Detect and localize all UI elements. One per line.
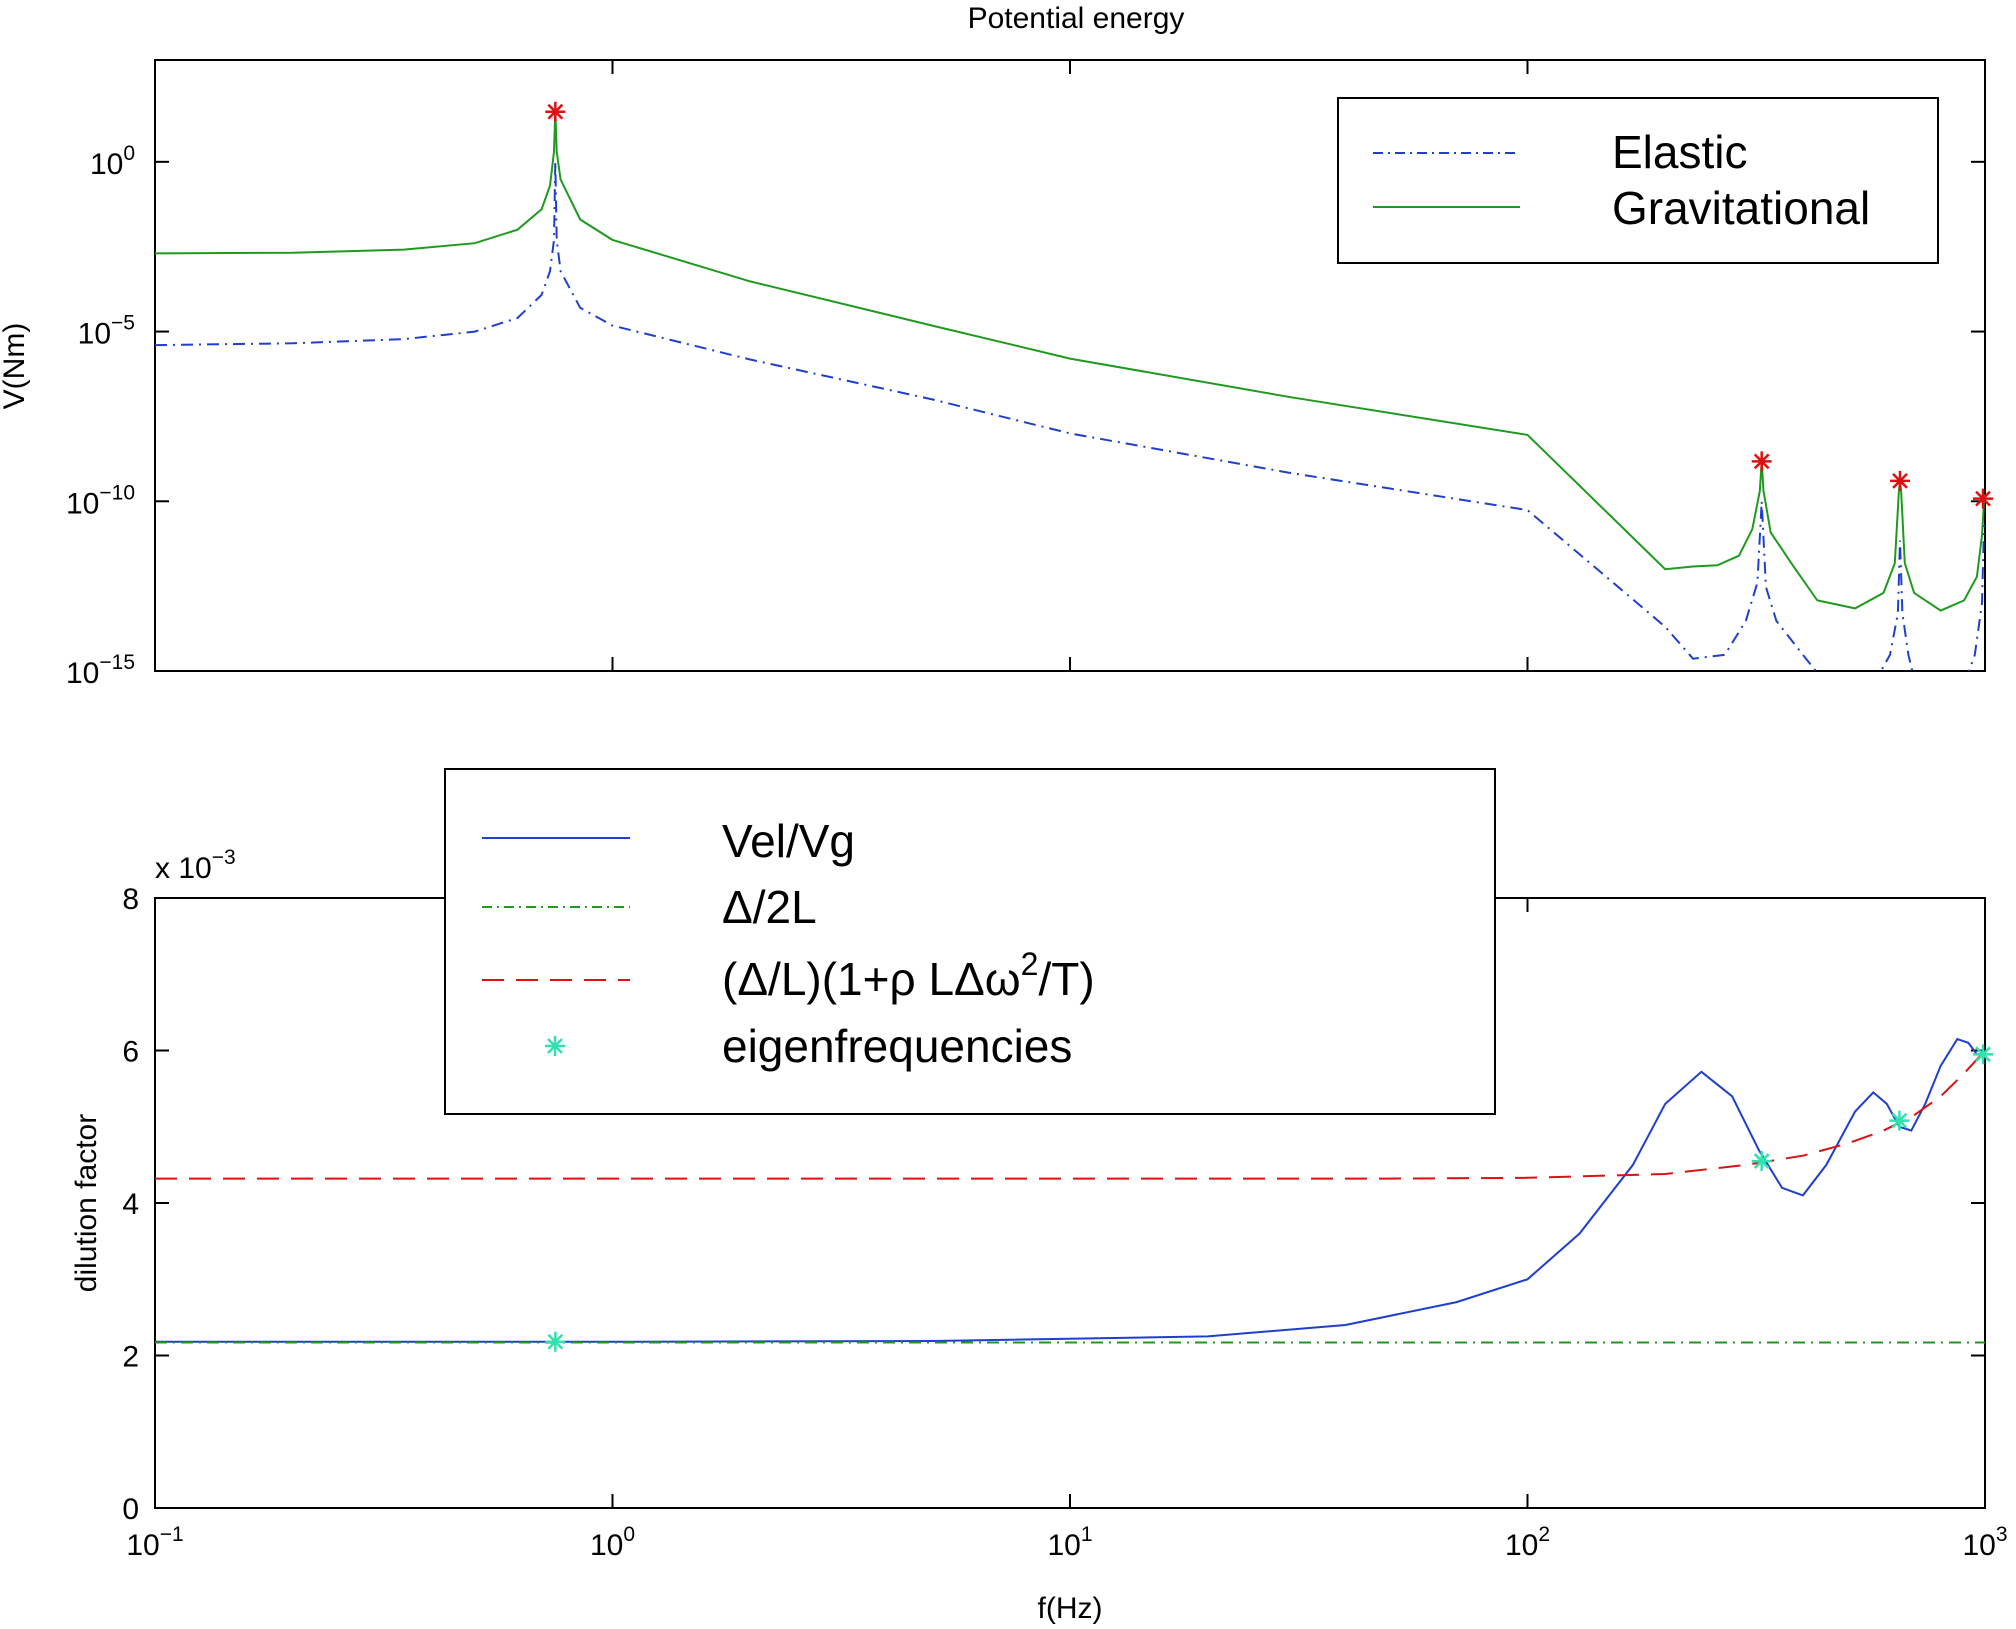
top-series-elastic [155, 161, 1985, 671]
top-peak-marker-1 [1751, 451, 1772, 472]
bottom-series-theory [155, 1049, 1986, 1180]
bottom-x-tick-label-0: 10−1 [126, 1523, 183, 1562]
top-y-tick-label-1: 10−5 [78, 312, 135, 351]
top-y-tick-label-0: 100 [90, 142, 135, 181]
bottom-x-tick-label-3: 102 [1505, 1523, 1550, 1562]
potential-energy-panel: Potential energy 100 10−5 10−10 10−15 V(Nm)… [0, 2, 1994, 690]
top-y-axis-label: V(Nm) [0, 323, 31, 410]
bottom-x-tick-label-1: 100 [590, 1523, 635, 1562]
bottom-y-tick-label-4: 8 [122, 883, 139, 916]
top-y-tick-label-2: 10−10 [66, 481, 135, 520]
y-scale-note: x 10−3 [155, 846, 236, 885]
bottom-y-tick-label-0: 0 [122, 1493, 139, 1526]
dilution-factor-panel: 10−1 100 101 102 103 0 2 4 6 8 f(Hz) dilution fac… [70, 768, 2008, 1625]
bottom-y-tick-label-1: 2 [122, 1341, 139, 1374]
top-series-group [155, 101, 1994, 671]
bottom-y-tick-label-3: 6 [122, 1036, 139, 1069]
y-scale-note-exp: −3 [212, 846, 236, 869]
top-legend: Elastic Gravitational [1337, 97, 1939, 264]
top-legend-box [1337, 97, 1939, 264]
legend-label-theory-end: /T) [1038, 953, 1094, 1005]
top-chart-title: Potential energy [968, 2, 1185, 35]
top-axis-ticks: 100 10−5 10−10 10−15 [66, 60, 1986, 690]
legend-label-delta-2l: Δ/2L [722, 881, 817, 933]
legend-label-theory-main: (Δ/L)(1+ρ LΔω [722, 953, 1021, 1005]
legend-label-theory: (Δ/L)(1+ρ LΔω2/T) [722, 946, 1095, 1005]
legend-label-vel-vg: Vel/Vg [722, 815, 855, 867]
eigenfrequency-marker-2 [1889, 1110, 1910, 1131]
top-peak-marker-0 [545, 101, 566, 122]
top-series-gravitational [155, 111, 1986, 612]
legend-label-theory-sup: 2 [1021, 946, 1039, 982]
bottom-legend: Vel/Vg Δ/2L (Δ/L)(1+ρ LΔω2/T) eigenfrequ… [444, 768, 1496, 1115]
top-y-tick-label-3: 10−15 [66, 651, 135, 690]
legend-label-elastic: Elastic [1612, 126, 1747, 178]
bottom-y-tick-label-2: 4 [122, 1188, 139, 1221]
bottom-axis-ticks: 10−1 100 101 102 103 0 2 4 6 8 [122, 883, 2007, 1562]
top-peak-marker-3 [1973, 488, 1994, 509]
top-peak-marker-2 [1890, 470, 1911, 491]
legend-swatch-eigenfrequencies [545, 1036, 565, 1056]
eigenfrequency-marker-3 [1973, 1044, 1994, 1065]
bottom-x-tick-label-2: 101 [1047, 1523, 1092, 1562]
legend-label-gravitational: Gravitational [1612, 182, 1870, 234]
bottom-series-vel-vg [155, 1037, 1985, 1343]
y-scale-note-base: x 10 [155, 852, 212, 885]
bottom-series-group [155, 1037, 1994, 1352]
legend-label-eigenfrequencies: eigenfrequencies [722, 1020, 1072, 1072]
bottom-x-axis-label: f(Hz) [1038, 1592, 1103, 1625]
bottom-legend-box [444, 768, 1496, 1115]
eigenfrequency-marker-1 [1751, 1151, 1772, 1172]
bottom-y-axis-label: dilution factor [70, 1114, 103, 1292]
eigenfrequency-marker-0 [545, 1331, 566, 1352]
bottom-x-tick-label-4: 103 [1962, 1523, 2007, 1562]
